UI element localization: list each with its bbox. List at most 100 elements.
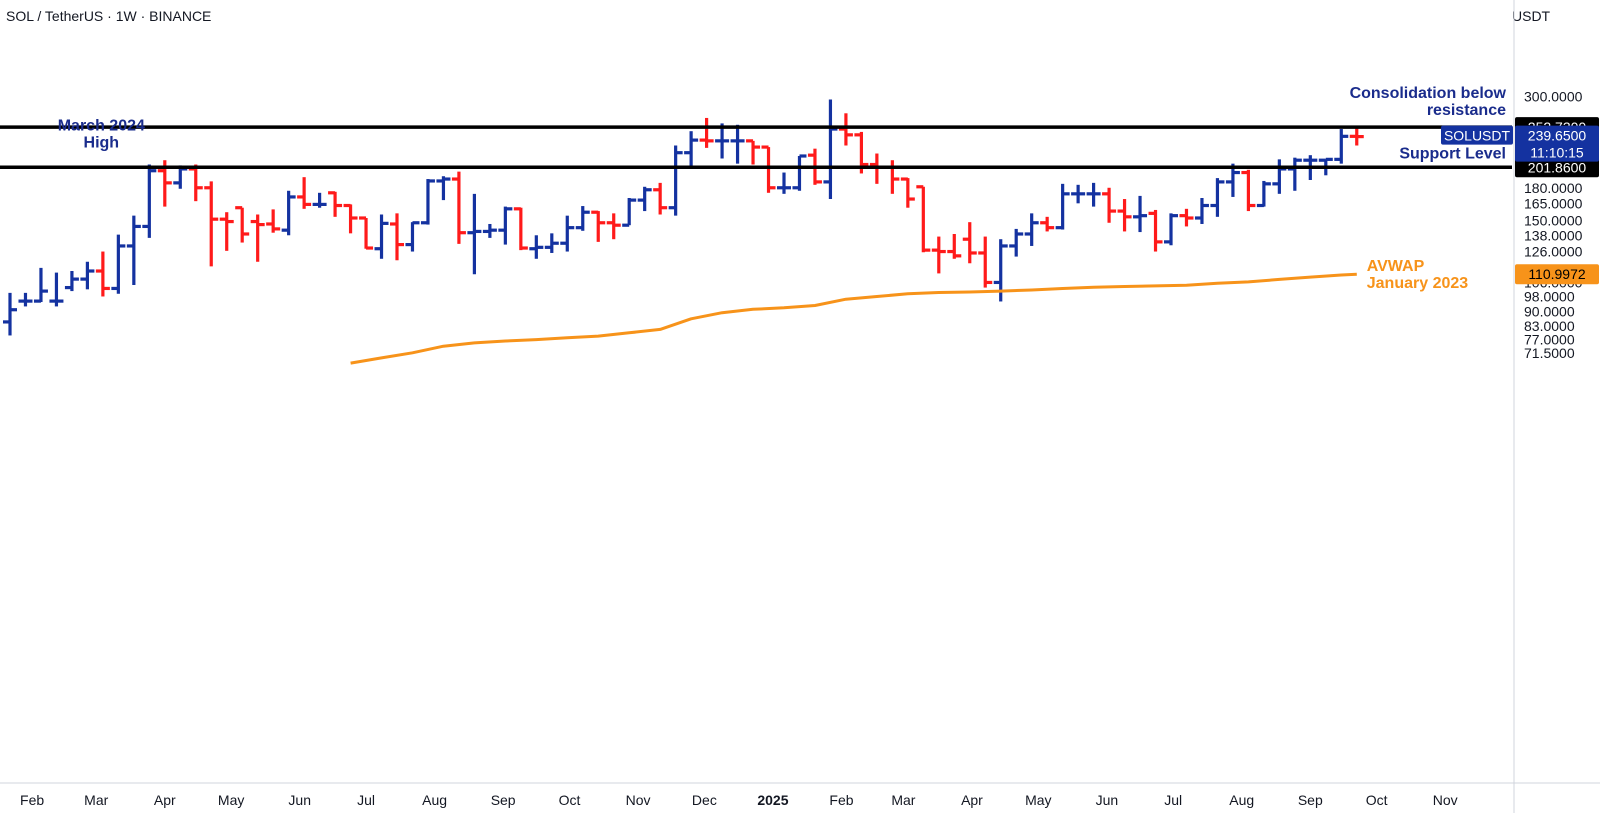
ohlc-bar[interactable] <box>1133 195 1148 233</box>
last-price-tag-text: 11:10:15 <box>1530 145 1584 161</box>
ohlc-bar[interactable] <box>374 214 389 259</box>
annotation-support-level: Support Level <box>1399 145 1506 162</box>
ohlc-bar[interactable] <box>1055 183 1070 230</box>
ohlc-bar[interactable] <box>1009 228 1024 257</box>
ohlc-bar[interactable] <box>699 117 714 148</box>
x-tick-label: Sep <box>1298 792 1323 808</box>
ohlc-bar[interactable] <box>1241 169 1256 212</box>
ohlc-bar[interactable] <box>436 176 451 201</box>
ohlc-bar[interactable] <box>1164 213 1178 246</box>
ohlc-bar[interactable] <box>900 177 915 208</box>
ohlc-bar[interactable] <box>328 191 343 217</box>
x-tick-label: Oct <box>1366 792 1388 808</box>
ohlc-bar[interactable] <box>715 123 730 159</box>
ohlc-bar[interactable] <box>885 160 900 194</box>
ohlc-bar[interactable] <box>312 192 327 208</box>
ohlc-bar[interactable] <box>467 193 482 275</box>
ohlc-bar[interactable] <box>64 271 79 292</box>
ohlc-bar[interactable] <box>746 139 761 165</box>
support-price-tag[interactable]: 201.8600 <box>1515 157 1599 178</box>
x-tick-label: Jul <box>1164 792 1182 808</box>
ohlc-bar[interactable] <box>916 185 931 253</box>
ohlc-bar[interactable] <box>1210 178 1225 217</box>
ohlc-bar[interactable] <box>451 171 466 244</box>
ohlc-bar[interactable] <box>420 179 435 225</box>
ohlc-bar[interactable] <box>1272 159 1287 194</box>
ohlc-bar[interactable] <box>1102 187 1117 223</box>
ohlc-bar[interactable] <box>359 216 374 250</box>
ohlc-bar[interactable] <box>1256 180 1271 208</box>
ohlc-bar[interactable] <box>126 215 141 285</box>
ohlc-bar[interactable] <box>668 145 683 216</box>
ohlc-bar[interactable] <box>1024 213 1039 246</box>
avwap-line[interactable] <box>350 272 1357 365</box>
ohlc-bar[interactable] <box>544 233 559 253</box>
ohlc-bar[interactable] <box>49 272 64 307</box>
ohlc-bar[interactable] <box>730 124 745 164</box>
ohlc-bar[interactable] <box>281 190 296 236</box>
ohlc-bar[interactable] <box>297 177 312 209</box>
ohlc-bar[interactable] <box>80 261 95 290</box>
y-tick-label: 126.0000 <box>1524 244 1583 260</box>
avwap-price-tag[interactable]: 110.9972 <box>1515 264 1599 285</box>
symbol-price-label-text: SOLUSDT <box>1444 128 1511 144</box>
ohlc-bar[interactable] <box>1349 126 1364 146</box>
ohlc-bar[interactable] <box>622 197 637 227</box>
ohlc-bar[interactable] <box>606 213 621 240</box>
price-axis-currency[interactable]: USDT <box>1512 8 1551 24</box>
ohlc-bar[interactable] <box>1334 129 1349 164</box>
ohlc-bar[interactable] <box>591 210 606 242</box>
ohlc-bar[interactable] <box>1040 216 1055 232</box>
ohlc-bar[interactable] <box>266 209 281 233</box>
ohlc-bar[interactable] <box>931 236 946 274</box>
ohlc-bar[interactable] <box>111 234 126 294</box>
ohlc-bar[interactable] <box>1117 199 1132 232</box>
ohlc-bar[interactable] <box>498 206 513 245</box>
support-price-tag-bg <box>1515 157 1599 178</box>
ohlc-bar[interactable] <box>405 221 420 252</box>
ohlc-bar[interactable] <box>235 206 250 243</box>
ohlc-bar[interactable] <box>390 213 404 261</box>
ohlc-bar[interactable] <box>482 223 497 238</box>
ohlc-bar[interactable] <box>560 215 575 252</box>
ohlc-bar[interactable] <box>792 154 807 191</box>
ohlc-bar[interactable] <box>513 207 528 251</box>
ohlc-bar[interactable] <box>3 292 17 336</box>
ohlc-bar[interactable] <box>978 236 993 288</box>
ohlc-bar[interactable] <box>188 164 203 202</box>
ohlc-bar[interactable] <box>823 99 838 200</box>
ohlc-bar[interactable] <box>1071 184 1086 204</box>
ohlc-bar[interactable] <box>761 145 776 193</box>
ohlc-bar[interactable] <box>18 292 33 307</box>
ohlc-bar[interactable] <box>1225 163 1240 197</box>
price-tags: 252.7300201.8600239.650011:10:15SOLUSDT1… <box>1441 117 1599 285</box>
ohlc-bar[interactable] <box>95 251 110 297</box>
x-tick-label: Oct <box>559 792 581 808</box>
symbol-price-label[interactable]: SOLUSDT <box>1441 125 1513 145</box>
ohlc-bar[interactable] <box>142 164 157 238</box>
ohlc-bar[interactable] <box>838 113 853 146</box>
ohlc-bar[interactable] <box>250 214 265 262</box>
ohlc-bar[interactable] <box>575 206 590 231</box>
ohlc-bar[interactable] <box>962 222 977 264</box>
ohlc-bar[interactable] <box>684 131 699 169</box>
ohlc-bar[interactable] <box>1179 208 1194 227</box>
ohlc-bar[interactable] <box>1287 157 1302 191</box>
ohlc-bar[interactable] <box>653 182 668 215</box>
y-tick-label: 300.0000 <box>1524 88 1583 104</box>
ohlc-bar[interactable] <box>204 181 219 267</box>
ohlc-bar[interactable] <box>947 233 962 259</box>
ohlc-bar[interactable] <box>219 212 234 251</box>
avwap-price-tag-text: 110.9972 <box>1528 266 1586 282</box>
ohlc-bar[interactable] <box>529 235 544 259</box>
ohlc-bar[interactable] <box>777 172 791 194</box>
ohlc-bar[interactable] <box>637 186 652 212</box>
ohlc-bar[interactable] <box>1148 209 1163 252</box>
y-tick-label: 180.0000 <box>1524 180 1583 196</box>
ohlc-bar[interactable] <box>1086 182 1101 207</box>
ohlc-bar[interactable] <box>343 203 358 234</box>
ohlc-bar[interactable] <box>1194 197 1209 224</box>
ohlc-bar[interactable] <box>33 267 48 303</box>
